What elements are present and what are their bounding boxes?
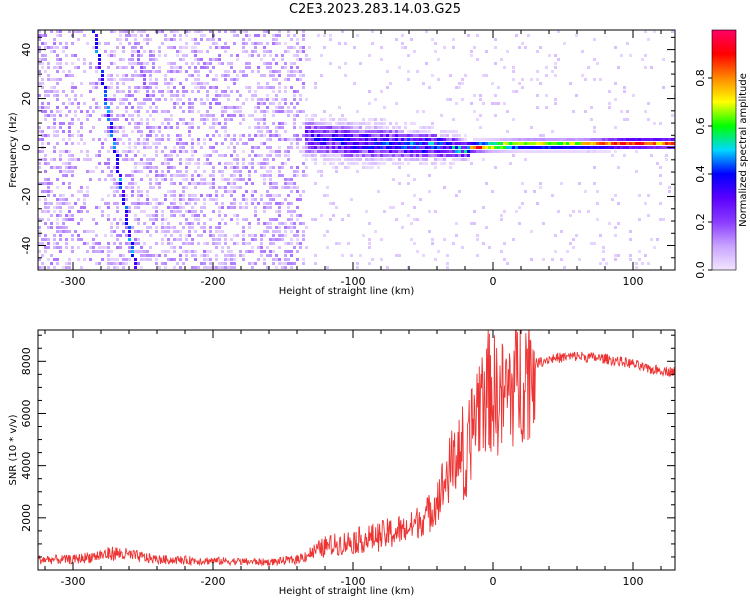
- snr-xtick-label: 0: [490, 575, 497, 588]
- colorbar-gradient: [711, 29, 737, 271]
- snr-xtick-label: -300: [61, 575, 86, 588]
- colorbar-tick-label: 0.2: [694, 213, 707, 231]
- colorbar-label: Normalized spectral amplitude: [738, 73, 749, 227]
- snr-plot-area: [38, 330, 675, 567]
- snr-ytick-label: 4000: [20, 452, 33, 480]
- axis-ticks: [38, 30, 675, 571]
- heatmap-xtick-label: -300: [61, 275, 86, 288]
- heatmap-ytick-label: -20: [20, 188, 33, 206]
- snr-ytick-label: 2000: [20, 504, 33, 532]
- snr-ylabel: SNR (10 * v/v): [8, 414, 19, 485]
- chart-title: C2E3.2023.283.14.03.G25: [288, 2, 462, 17]
- heatmap-xtick-label: -100: [341, 275, 366, 288]
- heatmap-xtick-label: 0: [490, 275, 497, 288]
- heatmap-xtick-label: -200: [201, 275, 226, 288]
- axes-frames: [37, 29, 676, 571]
- colorbar-tick-label: 0.0: [694, 261, 707, 279]
- heatmap-ytick-label: 40: [20, 43, 33, 57]
- snr-xtick-label: -100: [341, 575, 366, 588]
- snr-xtick-label: -200: [201, 575, 226, 588]
- snr-ytick-label: 8000: [20, 347, 33, 375]
- spectrogram-heatmap: [38, 30, 675, 269]
- snr-axes-frame: [37, 329, 676, 571]
- colorbar: 0.0 0.2 0.4 0.6 0.8 Normalized spectral ampli…: [694, 29, 749, 279]
- heatmap-xtick-label: 100: [623, 275, 644, 288]
- heatmap-xlabel: Height of straight line (km): [279, 286, 415, 297]
- snr-xtick-label: 100: [623, 575, 644, 588]
- snr-ytick-label: 6000: [20, 399, 33, 427]
- colorbar-tick-label: 0.4: [694, 165, 707, 183]
- colorbar-tick-label: 0.6: [694, 117, 707, 135]
- colorbar-tick-label: 0.8: [694, 69, 707, 87]
- heatmap-ytick-label: -40: [20, 237, 33, 255]
- heatmap-axes-frame: [37, 29, 676, 271]
- heatmap-ytick-label: 0: [20, 144, 33, 151]
- heatmap-ylabel: Frequency (Hz): [8, 112, 19, 188]
- snr-xlabel: Height of straight line (km): [279, 586, 415, 597]
- heatmap-ytick-label: 20: [20, 92, 33, 106]
- snr-series-line: [38, 330, 675, 567]
